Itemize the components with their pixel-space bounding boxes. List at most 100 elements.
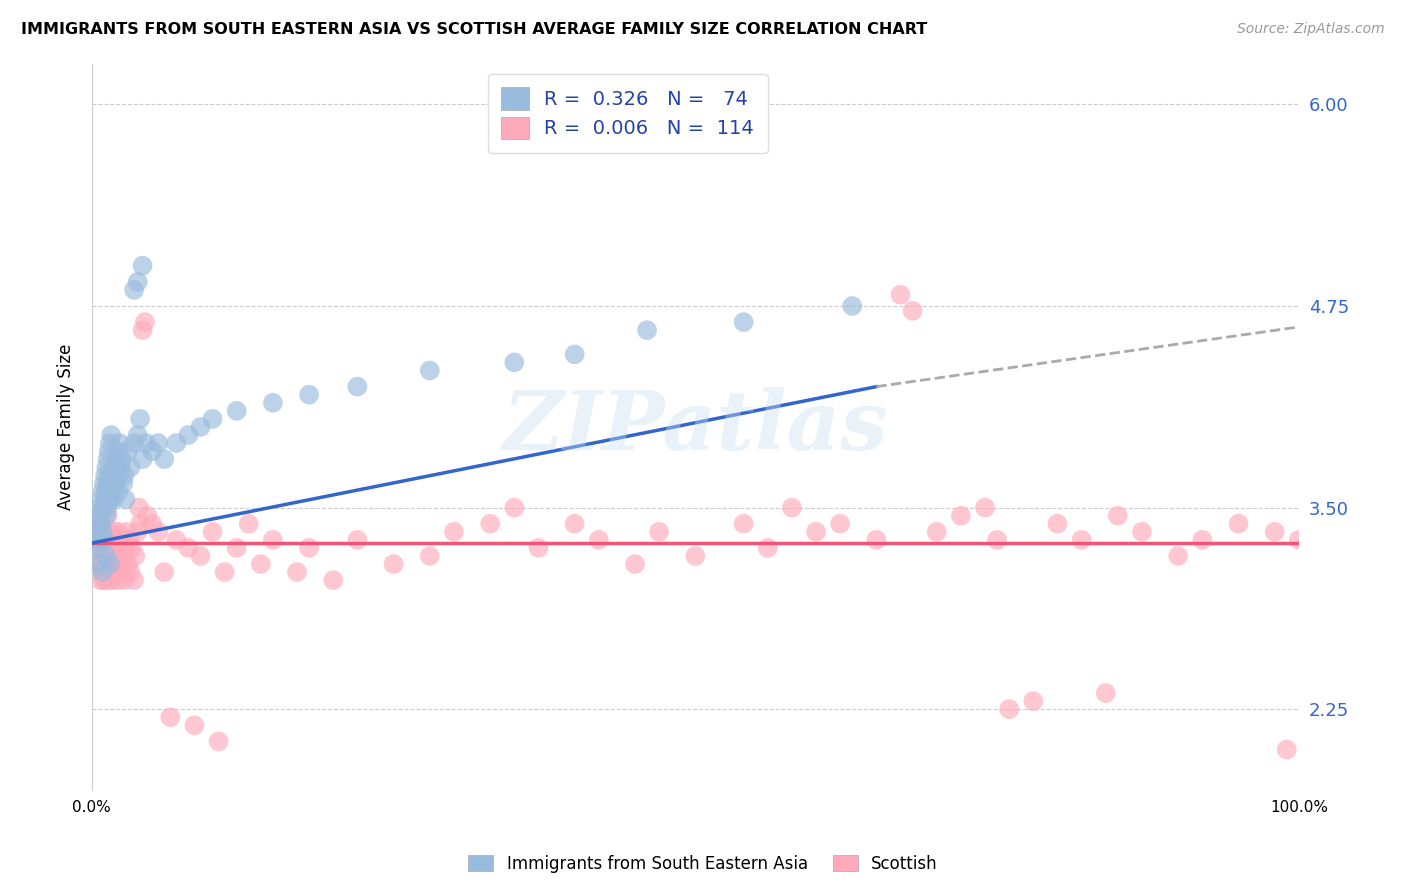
Point [1288,533,1310,547]
Point [1046,516,1069,531]
Point [98,468,121,483]
Point [84,533,107,547]
Point [96,508,118,523]
Point [97,492,120,507]
Point [201,524,224,539]
Point [114,573,136,587]
Point [129,412,152,426]
Point [104,452,127,467]
Point [865,533,887,547]
Point [250,557,273,571]
Point [298,541,321,555]
Point [648,524,671,539]
Point [100,428,122,442]
Point [82,533,104,547]
Point [108,436,131,450]
Point [96,500,118,515]
Point [733,516,755,531]
Point [89,500,111,515]
Point [756,541,779,555]
Point [97,444,120,458]
Point [804,524,827,539]
Point [96,549,118,563]
Point [114,492,136,507]
Point [90,492,112,507]
Point [87,565,110,579]
Point [131,259,153,273]
Point [153,452,176,467]
Point [298,387,321,401]
Point [87,516,110,531]
Point [201,412,224,426]
Point [98,533,121,547]
Point [94,492,117,507]
Point [207,734,229,748]
Point [96,508,118,523]
Point [98,565,121,579]
Point [225,541,247,555]
Point [107,524,129,539]
Point [117,557,139,571]
Text: ZIPatlas: ZIPatlas [502,387,889,467]
Point [624,557,647,571]
Point [830,516,852,531]
Point [96,484,118,499]
Point [122,573,145,587]
Point [111,565,134,579]
Point [419,549,441,563]
Point [636,323,658,337]
Point [159,710,181,724]
Point [527,541,550,555]
Point [889,287,911,301]
Point [115,524,138,539]
Point [131,323,153,337]
Point [588,533,610,547]
Point [86,541,108,555]
Point [214,565,236,579]
Point [148,436,170,450]
Point [190,420,212,434]
Point [104,476,127,491]
Point [93,541,115,555]
Point [111,452,134,467]
Point [419,363,441,377]
Point [93,533,115,547]
Point [262,396,284,410]
Point [998,702,1021,716]
Point [89,516,111,531]
Point [91,565,114,579]
Point [118,533,141,547]
Point [1107,508,1129,523]
Point [87,516,110,531]
Point [127,275,149,289]
Point [120,565,142,579]
Point [901,303,924,318]
Point [105,549,128,563]
Point [87,533,110,547]
Point [121,541,143,555]
Point [974,500,997,515]
Point [87,557,110,571]
Point [165,533,187,547]
Point [177,428,200,442]
Point [96,565,118,579]
Point [91,524,114,539]
Point [97,549,120,563]
Point [346,379,368,393]
Point [90,524,112,539]
Point [107,444,129,458]
Point [100,573,122,587]
Point [93,500,115,515]
Point [382,557,405,571]
Point [127,428,149,442]
Point [90,514,112,528]
Point [780,500,803,515]
Point [128,500,150,515]
Point [1191,533,1213,547]
Text: Source: ZipAtlas.com: Source: ZipAtlas.com [1237,22,1385,37]
Point [564,347,586,361]
Point [96,460,118,475]
Point [479,516,502,531]
Point [177,541,200,555]
Point [90,557,112,571]
